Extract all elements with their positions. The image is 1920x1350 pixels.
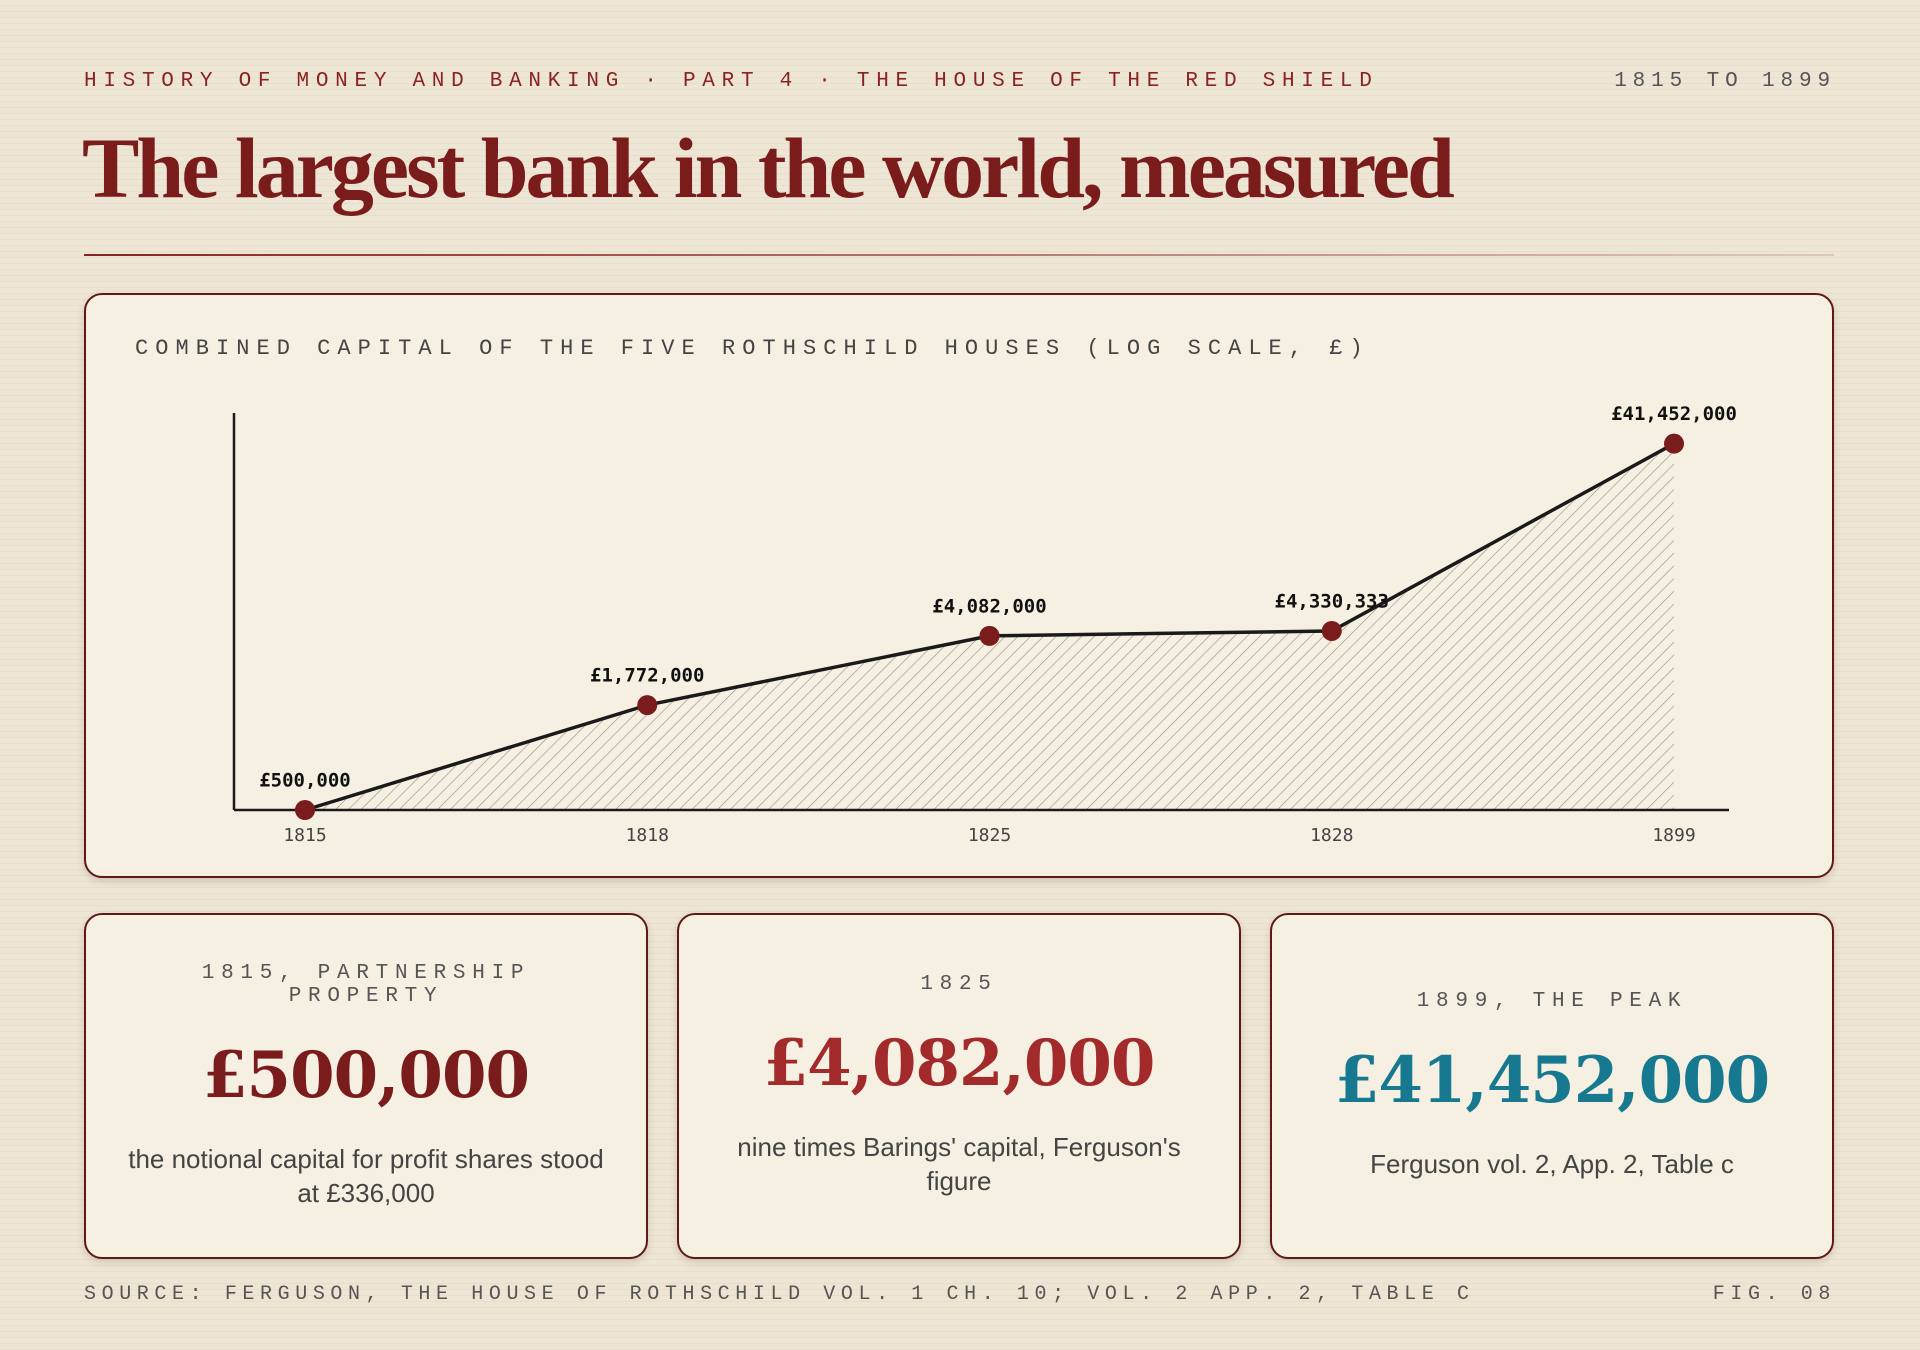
chart-title: COMBINED CAPITAL OF THE FIVE ROTHSCHILD … [135,336,1370,361]
value-label: £4,082,000 [932,595,1046,617]
kicker: HISTORY OF MONEY AND BANKING · PART 4 · … [84,70,1379,93]
card-value: £500,000 [203,1037,530,1113]
date-range: 1815 TO 1899 [1614,70,1836,93]
stat-card: 1825 £4,082,000 nine times Barings' capi… [677,913,1241,1259]
card-label: 1899, THE PEAK [1416,990,1688,1014]
title: The largest bank in the world, measured [82,120,1455,216]
figure-number: FIG. 08 [1712,1283,1836,1306]
card-label: 1825 [920,973,998,997]
value-label: £500,000 [259,770,351,792]
point [979,625,1000,646]
point [1321,620,1342,641]
card-label: 1815, PARTNERSHIP PROPERTY [201,961,531,1008]
value-label: £41,452,000 [1611,403,1737,425]
chart-card: COMBINED CAPITAL OF THE FIVE ROTHSCHILD … [84,293,1834,878]
source: SOURCE: FERGUSON, THE HOUSE OF ROTHSCHIL… [84,1283,1475,1306]
card-note: nine times Barings' capital, Ferguson's … [737,1132,1181,1196]
card-note: the notional capital for profit shares s… [128,1143,604,1208]
area [305,443,1674,810]
card-value: £41,452,000 [1334,1043,1770,1119]
card-note: Ferguson vol. 2, App. 2, Table c [1370,1149,1734,1180]
x-tick-label: 1818 [626,825,669,846]
stat-card: 1899, THE PEAK £41,452,000 Ferguson vol.… [1270,913,1834,1259]
x-tick-label: 1899 [1652,825,1695,846]
point [1664,433,1684,454]
point [637,695,658,716]
x-tick-label: 1825 [968,825,1011,846]
x-tick-label: 1828 [1310,825,1353,846]
chart: COMBINED CAPITAL OF THE FIVE ROTHSCHILD … [135,336,1737,846]
card-value: £4,082,000 [763,1026,1156,1102]
value-label: £4,330,333 [1275,590,1389,612]
rule [84,254,1834,256]
value-label: £1,772,000 [590,665,704,687]
stat-card: 1815, PARTNERSHIP PROPERTY £500,000 the … [84,913,648,1259]
point [295,800,315,820]
x-tick-label: 1815 [283,825,326,846]
